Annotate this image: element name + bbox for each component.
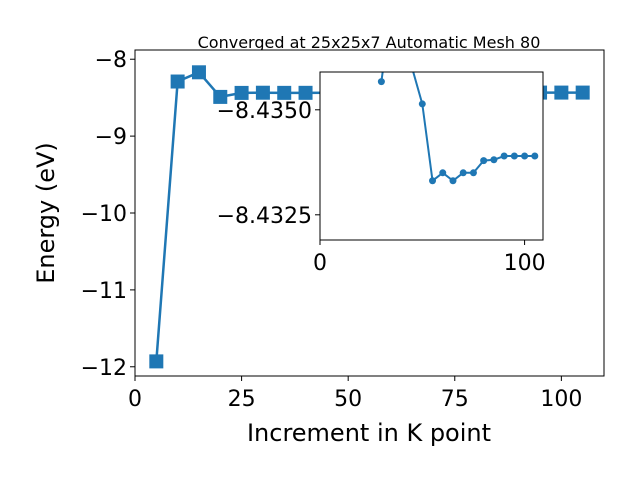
marker	[500, 152, 508, 160]
marker	[418, 100, 426, 108]
axes-frame	[319, 71, 544, 241]
x-tick-label: 0	[313, 251, 327, 276]
marker	[521, 152, 529, 160]
marker	[149, 354, 164, 369]
y-tick-label: −9	[95, 125, 127, 150]
x-tick-label: 100	[540, 387, 582, 412]
marker	[191, 65, 206, 80]
marker	[277, 85, 292, 100]
y-tick-label: −8	[95, 48, 127, 73]
marker	[480, 157, 488, 165]
marker	[298, 85, 313, 100]
y-tick-label: −10	[81, 202, 127, 227]
marker	[575, 85, 590, 100]
marker	[554, 85, 569, 100]
y-tick-label: −8.4350	[217, 99, 312, 124]
marker	[469, 169, 477, 177]
series-line	[380, 72, 535, 183]
x-axis-label: Increment in K point	[247, 419, 491, 447]
marker	[170, 74, 185, 89]
marker	[459, 169, 467, 177]
x-tick-label: 100	[504, 251, 546, 276]
marker	[429, 177, 437, 185]
y-tick-label: −8.4325	[217, 204, 312, 229]
marker	[439, 169, 447, 177]
marker	[377, 78, 385, 86]
marker	[449, 177, 457, 185]
y-tick-label: −12	[81, 356, 127, 381]
y-tick-label: −11	[81, 279, 127, 304]
marker	[490, 156, 498, 164]
marker	[531, 152, 539, 160]
x-tick-label: 25	[228, 387, 256, 412]
chart-title: Converged at 25x25x7 Automatic Mesh 80	[198, 33, 541, 52]
x-tick-label: 50	[334, 387, 362, 412]
x-tick-label: 0	[128, 387, 142, 412]
marker	[255, 85, 270, 100]
plot-clip	[377, 72, 539, 185]
marker	[510, 152, 518, 160]
y-axis-label: Energy (eV)	[32, 142, 60, 284]
x-tick-label: 75	[441, 387, 469, 412]
marker	[234, 85, 249, 100]
marker	[213, 89, 228, 104]
